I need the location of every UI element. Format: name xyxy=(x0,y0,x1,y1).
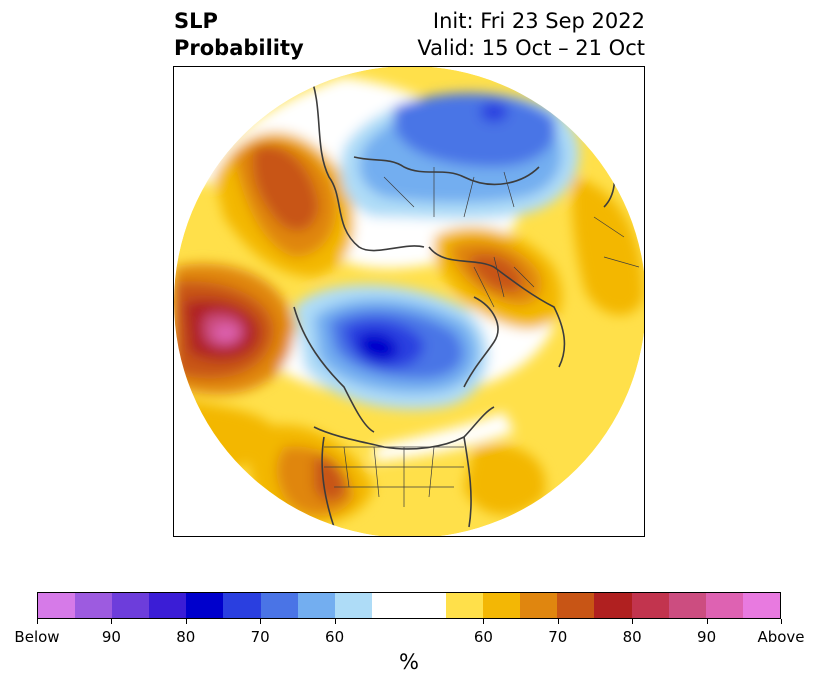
probability-map-svg xyxy=(174,67,644,536)
colorbar-tick-label: 70 xyxy=(250,628,270,646)
colorbar-tickmark xyxy=(632,619,634,624)
title-variable: SLP xyxy=(174,9,218,33)
map-title: SLP Probability xyxy=(174,8,304,62)
colorbar-segment xyxy=(260,593,298,618)
colorbar-segment xyxy=(705,593,743,618)
colorbar-tickmark xyxy=(781,619,782,624)
colorbar-tickmark xyxy=(37,619,38,624)
colorbar-segment xyxy=(668,593,706,618)
colorbar-tick-label: Below xyxy=(14,628,60,646)
colorbar-unit: % xyxy=(399,650,419,674)
map-dates: Init: Fri 23 Sep 2022 Valid: 15 Oct – 21… xyxy=(417,8,645,62)
colorbar-segment xyxy=(520,593,558,618)
valid-date: Valid: 15 Oct – 21 Oct xyxy=(417,36,645,60)
colorbar-tick-label: 90 xyxy=(101,628,121,646)
colorbar-segment xyxy=(334,593,372,618)
colorbar-segment xyxy=(75,593,113,618)
colorbar-segment xyxy=(557,593,595,618)
colorbar-segment xyxy=(149,593,187,618)
colorbar-tickmark xyxy=(706,619,708,624)
colorbar-tick-label: 80 xyxy=(622,628,642,646)
colorbar-segment xyxy=(38,593,76,618)
colorbar-segment xyxy=(223,593,261,618)
colorbar-segment xyxy=(371,593,447,618)
colorbar-segment xyxy=(742,593,780,618)
colorbar-tick-label: 70 xyxy=(548,628,568,646)
colorbar-tick-label: 60 xyxy=(325,628,345,646)
title-product: Probability xyxy=(174,36,304,60)
polar-map xyxy=(173,66,645,537)
country-borders xyxy=(324,167,640,507)
colorbar-tick-label: Above xyxy=(757,628,805,646)
colorbar-tickmark xyxy=(111,619,113,624)
colorbar-tick-label: 60 xyxy=(473,628,493,646)
colorbar-tickmark xyxy=(185,619,187,624)
coastlines xyxy=(293,71,616,528)
init-date: Init: Fri 23 Sep 2022 xyxy=(432,9,645,33)
colorbar-segment xyxy=(186,593,224,618)
colorbar-segment xyxy=(594,593,632,618)
colorbar-tickmark xyxy=(334,619,336,624)
colorbar-segment xyxy=(446,593,484,618)
colorbar-tick-label: 90 xyxy=(697,628,717,646)
colorbar-segment xyxy=(631,593,669,618)
colorbar-tickmark xyxy=(260,619,262,624)
colorbar-segment xyxy=(297,593,335,618)
colorbar-tickmark xyxy=(483,619,485,624)
colorbar-tickmark xyxy=(557,619,559,624)
colorbar-segment xyxy=(112,593,150,618)
colorbar-tick-label: 80 xyxy=(176,628,196,646)
colorbar-segment xyxy=(483,593,521,618)
probability-colorbar xyxy=(37,592,781,619)
probability-field xyxy=(174,67,644,536)
